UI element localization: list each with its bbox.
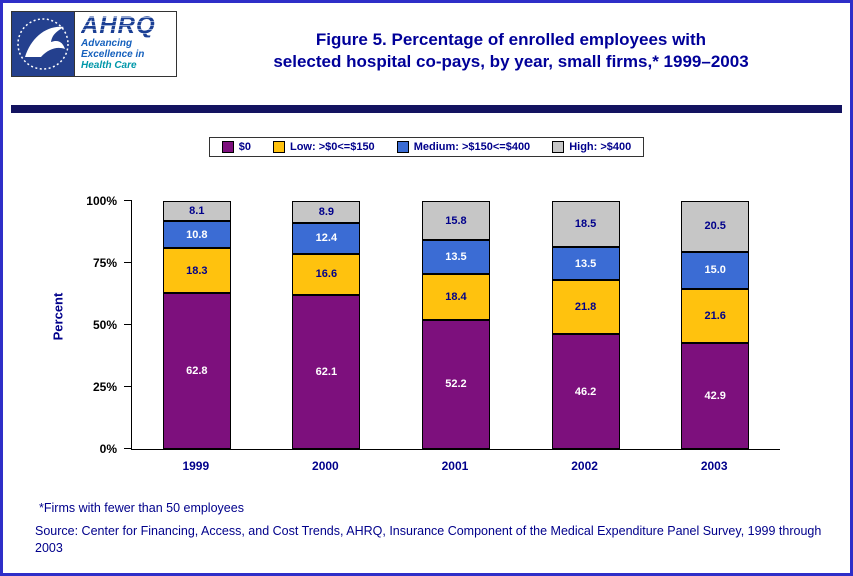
footnote-asterisk: *Firms with fewer than 50 employees <box>39 501 244 515</box>
legend-swatch-medium <box>396 141 409 153</box>
y-tick-mark <box>124 324 132 325</box>
bar-segment: 18.3 <box>162 247 231 294</box>
figure-title-line2: selected hospital co-pays, by year, smal… <box>273 52 749 71</box>
ahrq-wordmark: AHRQ <box>81 12 156 39</box>
legend-item-zero: $0 <box>221 141 251 153</box>
legend-item-high: High: >$400 <box>552 141 631 153</box>
y-tick-label: 50% <box>92 318 117 332</box>
legend-item-medium: Medium: >$150<=$400 <box>396 141 531 153</box>
legend-swatch-zero <box>221 141 234 153</box>
legend: $0 Low: >$0<=$150 Medium: >$150<=$400 Hi… <box>208 137 645 157</box>
bar-2001: 15.8 13.5 18.4 52.2 <box>421 201 490 449</box>
x-tick-label: 2002 <box>571 459 598 473</box>
bar-2002: 18.5 13.5 21.8 46.2 <box>551 201 620 449</box>
legend-item-low: Low: >$0<=$150 <box>272 141 375 153</box>
x-tick-label: 2003 <box>700 459 728 473</box>
hhs-eagle-icon <box>25 26 65 57</box>
hhs-seal-ring <box>17 18 69 70</box>
bar-segment: 20.5 <box>681 201 750 252</box>
legend-label-medium: Medium: >$150<=$400 <box>413 141 531 153</box>
bar-segment: 18.5 <box>551 201 620 247</box>
plot-area: 8.1 10.8 18.3 62.8 8.9 12.4 16.6 62.1 15.8 13.5 18… <box>124 200 780 450</box>
y-tick-label: 75% <box>92 256 117 270</box>
x-axis-labels: 1999 2000 2001 2002 2003 <box>131 459 779 473</box>
figure-title-line1: Figure 5. Percentage of enrolled employe… <box>315 30 707 49</box>
bar-segment: 21.6 <box>681 289 750 343</box>
chart-area: Percent 0% 25% 50% 75% 100% 8.1 10.8 18.3 62.8 8… <box>3 194 850 489</box>
legend-label-high: High: >$400 <box>569 141 632 153</box>
bar-segment: 10.8 <box>162 221 231 248</box>
y-tick-mark <box>124 386 132 387</box>
ahrq-logo: AHRQ Advancing Excellence in Health Care <box>74 12 176 76</box>
bars: 8.1 10.8 18.3 62.8 8.9 12.4 16.6 62.1 15.8 13.5 18… <box>132 201 780 449</box>
bar-segment: 21.8 <box>551 280 620 335</box>
footnote-source: Source: Center for Financing, Access, an… <box>35 524 822 555</box>
bar-1999: 8.1 10.8 18.3 62.8 <box>162 201 231 449</box>
bar-segment: 62.8 <box>162 293 231 449</box>
bar-segment: 8.1 <box>162 201 231 222</box>
bar-2000: 8.9 12.4 16.6 62.1 <box>292 201 361 449</box>
header-divider <box>11 105 842 113</box>
bar-segment: 16.6 <box>292 253 361 295</box>
x-tick-label: 2001 <box>441 459 469 473</box>
y-tick-mark <box>124 262 132 263</box>
bar-segment: 52.2 <box>421 319 490 449</box>
logo-block: AHRQ Advancing Excellence in Health Care <box>11 11 177 77</box>
ahrq-tagline-line2: Excellence in <box>81 49 145 60</box>
bar-segment: 62.1 <box>292 295 361 449</box>
bar-segment: 13.5 <box>421 240 490 274</box>
legend-swatch-low <box>272 141 285 153</box>
ahrq-tagline: Advancing Excellence in Health Care <box>81 38 144 71</box>
bar-segment: 46.2 <box>551 334 620 449</box>
bar-2003: 20.5 15.0 21.6 42.9 <box>681 201 750 449</box>
figure-title: Figure 5. Percentage of enrolled employe… <box>178 29 844 73</box>
bar-segment: 12.4 <box>292 223 361 254</box>
y-tick-mark <box>124 200 132 201</box>
bar-segment: 15.8 <box>421 201 490 241</box>
header: AHRQ Advancing Excellence in Health Care… <box>3 3 850 105</box>
y-tick-label: 25% <box>92 380 117 394</box>
bar-segment: 13.5 <box>551 246 620 281</box>
ahrq-tagline-line3: Health Care <box>81 60 137 71</box>
legend-label-zero: $0 <box>238 141 251 153</box>
legend-label-low: Low: >$0<=$150 <box>289 141 375 153</box>
y-tick-label: 0% <box>99 442 117 456</box>
ahrq-tagline-line1: Advancing <box>81 38 133 49</box>
bar-segment: 18.4 <box>421 273 490 320</box>
y-axis: 0% 25% 50% 75% 100% <box>59 194 123 456</box>
hhs-logo <box>12 12 74 76</box>
bar-segment: 42.9 <box>681 342 750 449</box>
bar-segment: 15.0 <box>681 251 750 290</box>
bar-segment: 8.9 <box>292 201 361 224</box>
legend-swatch-high <box>552 141 565 153</box>
footnotes: *Firms with fewer than 50 employees Sour… <box>35 501 850 557</box>
x-tick-label: 1999 <box>182 459 210 473</box>
x-tick-label: 2000 <box>312 459 339 473</box>
y-tick-label: 100% <box>86 194 117 208</box>
y-tick-mark <box>124 448 132 449</box>
